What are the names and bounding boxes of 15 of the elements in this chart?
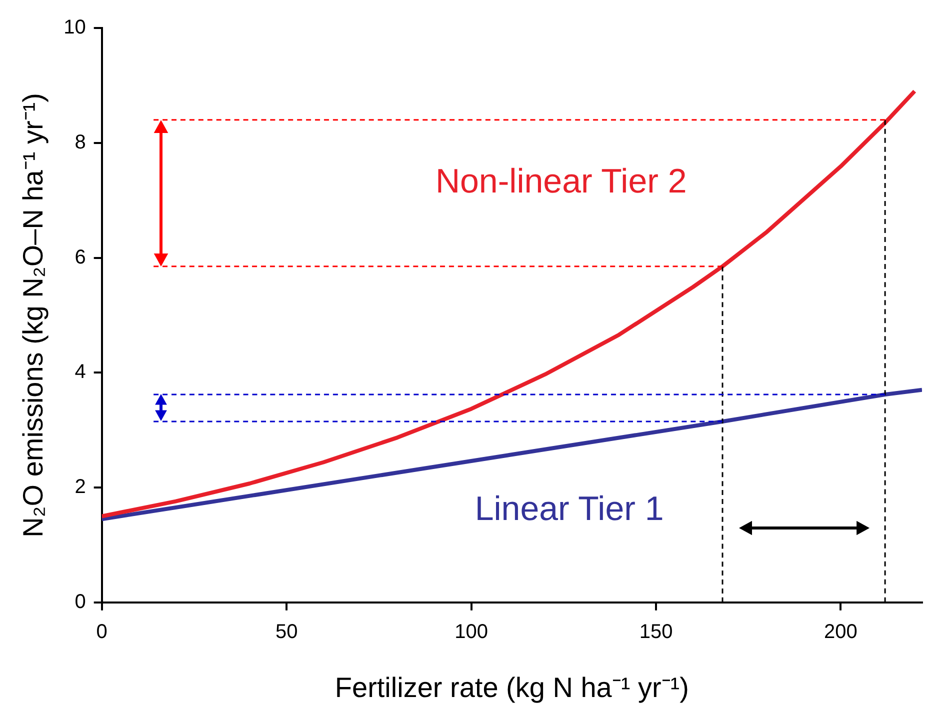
text: Non-linear Tier 2 [435, 162, 687, 200]
y-tick-label: 2 [74, 476, 86, 498]
x-tick-label: 150 [639, 620, 673, 643]
x-tick-label: 0 [96, 620, 108, 643]
y-tick-label: 6 [74, 246, 86, 268]
y-tick-label: 10 [64, 16, 86, 39]
y-axis-title: N₂O emissions (kg N₂O–N ha⁻¹ yr⁻¹) [18, 93, 49, 538]
x-tick-label: 200 [824, 620, 858, 643]
y-tick-label: 8 [74, 131, 86, 154]
x-axis-title: Fertilizer rate (kg N ha⁻¹ yr⁻¹) [334, 672, 689, 703]
x-tick-label: 50 [275, 620, 298, 643]
x-tick-label: 100 [454, 620, 488, 643]
y-tick-label: 0 [74, 590, 86, 613]
series-label: Linear Tier 1 [474, 490, 664, 528]
y-tick-label: 4 [74, 361, 86, 384]
